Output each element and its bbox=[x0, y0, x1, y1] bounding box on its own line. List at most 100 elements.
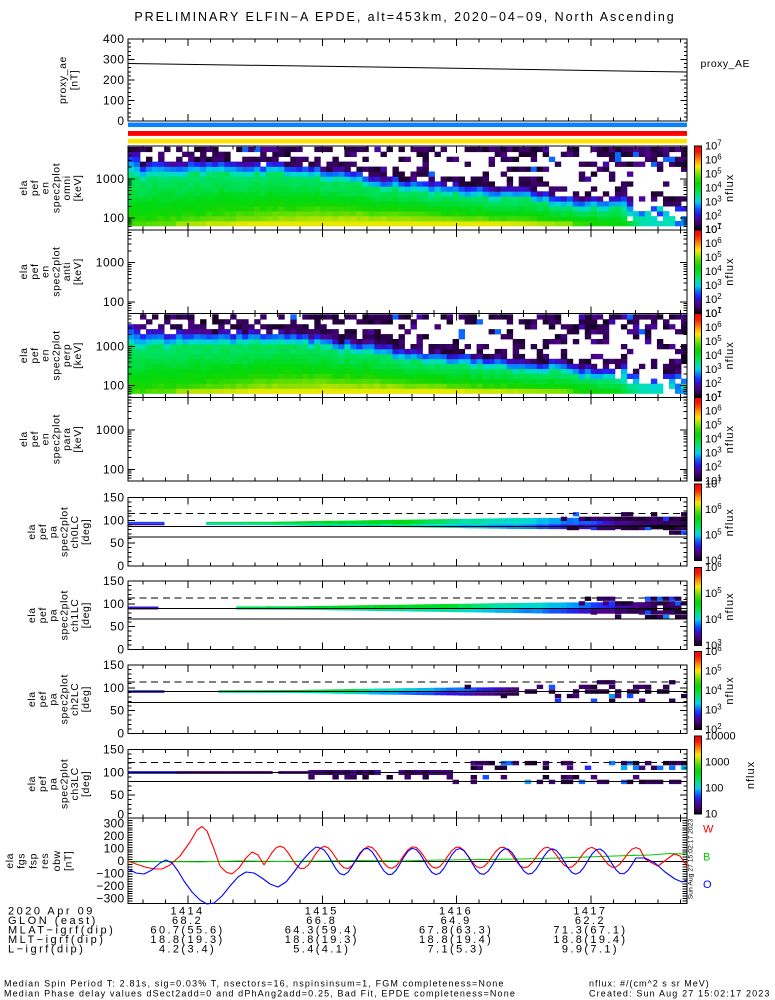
svg-text:nflux: nflux bbox=[724, 425, 736, 453]
svg-text:Median Spin Period T: 2.81s, s: Median Spin Period T: 2.81s, sig=0.03% T… bbox=[4, 979, 505, 989]
svg-text:102: 102 bbox=[705, 208, 722, 222]
svg-text:64.3(59.4): 64.3(59.4) bbox=[285, 925, 359, 937]
svg-text:50: 50 bbox=[110, 788, 124, 802]
svg-text:[keV]: [keV] bbox=[72, 174, 84, 201]
svg-text:nflux: nflux bbox=[745, 761, 757, 789]
svg-text:[deg]: [deg] bbox=[80, 771, 92, 797]
svg-text:[deg]: [deg] bbox=[80, 519, 92, 545]
svg-text:106: 106 bbox=[705, 153, 722, 167]
svg-text:105: 105 bbox=[705, 528, 722, 542]
svg-text:1415: 1415 bbox=[305, 906, 339, 918]
svg-text:104: 104 bbox=[705, 180, 722, 194]
svg-text:105: 105 bbox=[705, 586, 722, 600]
svg-text:pa: pa bbox=[48, 777, 60, 790]
svg-text:[keV]: [keV] bbox=[72, 342, 84, 369]
svg-text:107: 107 bbox=[705, 390, 722, 404]
svg-text:perp: perp bbox=[61, 344, 73, 367]
svg-text:105: 105 bbox=[705, 166, 722, 180]
svg-text:1000: 1000 bbox=[705, 757, 729, 769]
svg-text:105: 105 bbox=[705, 418, 722, 432]
svg-text:1000: 1000 bbox=[96, 172, 125, 186]
svg-text:[deg]: [deg] bbox=[80, 686, 92, 712]
svg-text:anti: anti bbox=[61, 262, 73, 281]
svg-text:[nT]: [nT] bbox=[63, 851, 75, 872]
svg-text:100: 100 bbox=[103, 94, 125, 108]
svg-text:100: 100 bbox=[103, 597, 125, 611]
svg-text:obw: obw bbox=[51, 850, 63, 871]
svg-text:nflux: nflux bbox=[724, 508, 736, 536]
svg-text:102: 102 bbox=[705, 376, 722, 390]
svg-text:para: para bbox=[61, 427, 73, 450]
svg-text:100: 100 bbox=[103, 513, 125, 527]
svg-text:1000: 1000 bbox=[96, 340, 125, 354]
svg-text:104: 104 bbox=[705, 348, 722, 362]
svg-text:50: 50 bbox=[110, 704, 124, 718]
svg-text:pef: pef bbox=[29, 431, 41, 447]
svg-text:400: 400 bbox=[103, 32, 125, 46]
svg-text:300: 300 bbox=[103, 53, 125, 67]
svg-text:107: 107 bbox=[705, 306, 722, 320]
svg-text:106: 106 bbox=[705, 320, 722, 334]
svg-text:18.8(19.4): 18.8(19.4) bbox=[419, 934, 493, 946]
svg-text:−300: −300 bbox=[96, 892, 124, 906]
svg-text:0: 0 bbox=[117, 808, 124, 822]
svg-text:spec2plot: spec2plot bbox=[58, 759, 70, 809]
svg-text:−100: −100 bbox=[96, 867, 124, 881]
svg-text:nflux: nflux bbox=[724, 676, 736, 704]
svg-text:7.1(5.3): 7.1(5.3) bbox=[428, 944, 485, 956]
svg-text:pef: pef bbox=[29, 263, 41, 279]
svg-text:0: 0 bbox=[117, 114, 124, 128]
svg-text:ela: ela bbox=[26, 524, 38, 540]
svg-text:ch3LC: ch3LC bbox=[69, 767, 81, 800]
svg-text:[deg]: [deg] bbox=[80, 602, 92, 628]
svg-text:0: 0 bbox=[118, 854, 125, 868]
svg-text:[keV]: [keV] bbox=[72, 426, 84, 453]
svg-text:nflux: nflux bbox=[724, 592, 736, 620]
svg-text:100: 100 bbox=[103, 379, 125, 393]
svg-text:pef: pef bbox=[29, 180, 41, 196]
svg-text:67.8(63.3): 67.8(63.3) bbox=[419, 925, 493, 937]
svg-text:res: res bbox=[39, 853, 51, 869]
svg-text:PRELIMINARY ELFIN−A EPDE, alt=: PRELIMINARY ELFIN−A EPDE, alt=453km, 202… bbox=[134, 10, 675, 24]
svg-text:105: 105 bbox=[705, 250, 722, 264]
svg-text:spec2plot: spec2plot bbox=[58, 507, 70, 557]
svg-text:100: 100 bbox=[103, 765, 125, 779]
svg-text:150: 150 bbox=[103, 491, 125, 505]
svg-text:pef: pef bbox=[37, 776, 49, 792]
svg-text:0: 0 bbox=[117, 727, 124, 741]
svg-text:18.8(19.3): 18.8(19.3) bbox=[150, 934, 224, 946]
svg-text:2020 Apr 09: 2020 Apr 09 bbox=[8, 906, 95, 918]
svg-text:1000: 1000 bbox=[96, 423, 125, 437]
svg-text:100: 100 bbox=[103, 681, 125, 695]
svg-text:200: 200 bbox=[103, 73, 125, 87]
svg-text:1000: 1000 bbox=[96, 256, 125, 270]
svg-text:L−igrf(dip): L−igrf(dip) bbox=[8, 944, 85, 956]
svg-text:spec2plot: spec2plot bbox=[58, 590, 70, 640]
svg-text:106: 106 bbox=[705, 236, 722, 250]
svg-text:en: en bbox=[40, 181, 52, 194]
svg-text:62.2: 62.2 bbox=[575, 915, 606, 927]
svg-text:spec2plot: spec2plot bbox=[50, 330, 62, 380]
svg-text:MLT−igrf(dip): MLT−igrf(dip) bbox=[8, 934, 105, 946]
svg-text:proxy_AE: proxy_AE bbox=[701, 58, 751, 70]
svg-text:W: W bbox=[703, 824, 714, 836]
svg-text:pa: pa bbox=[48, 693, 60, 706]
svg-text:B: B bbox=[703, 852, 710, 864]
svg-text:ela: ela bbox=[26, 776, 38, 792]
svg-text:60.7(55.6): 60.7(55.6) bbox=[150, 925, 224, 937]
svg-text:ela: ela bbox=[26, 607, 38, 623]
svg-text:71.3(67.1): 71.3(67.1) bbox=[553, 925, 627, 937]
svg-text:spec2plot: spec2plot bbox=[50, 163, 62, 213]
svg-text:en: en bbox=[40, 349, 52, 362]
svg-text:5.4(4.1): 5.4(4.1) bbox=[293, 944, 350, 956]
svg-text:pef: pef bbox=[37, 691, 49, 707]
svg-text:100: 100 bbox=[104, 842, 125, 856]
svg-text:proxy_ae: proxy_ae bbox=[57, 56, 69, 104]
svg-text:150: 150 bbox=[103, 658, 125, 672]
svg-text:O: O bbox=[703, 879, 712, 891]
svg-text:105: 105 bbox=[705, 664, 722, 678]
svg-text:104: 104 bbox=[705, 683, 722, 697]
svg-text:Created: Sun Aug 27 15:02:17 2: Created: Sun Aug 27 15:02:17 2023 bbox=[589, 989, 771, 999]
svg-text:107: 107 bbox=[705, 139, 722, 153]
svg-text:100: 100 bbox=[103, 462, 125, 476]
